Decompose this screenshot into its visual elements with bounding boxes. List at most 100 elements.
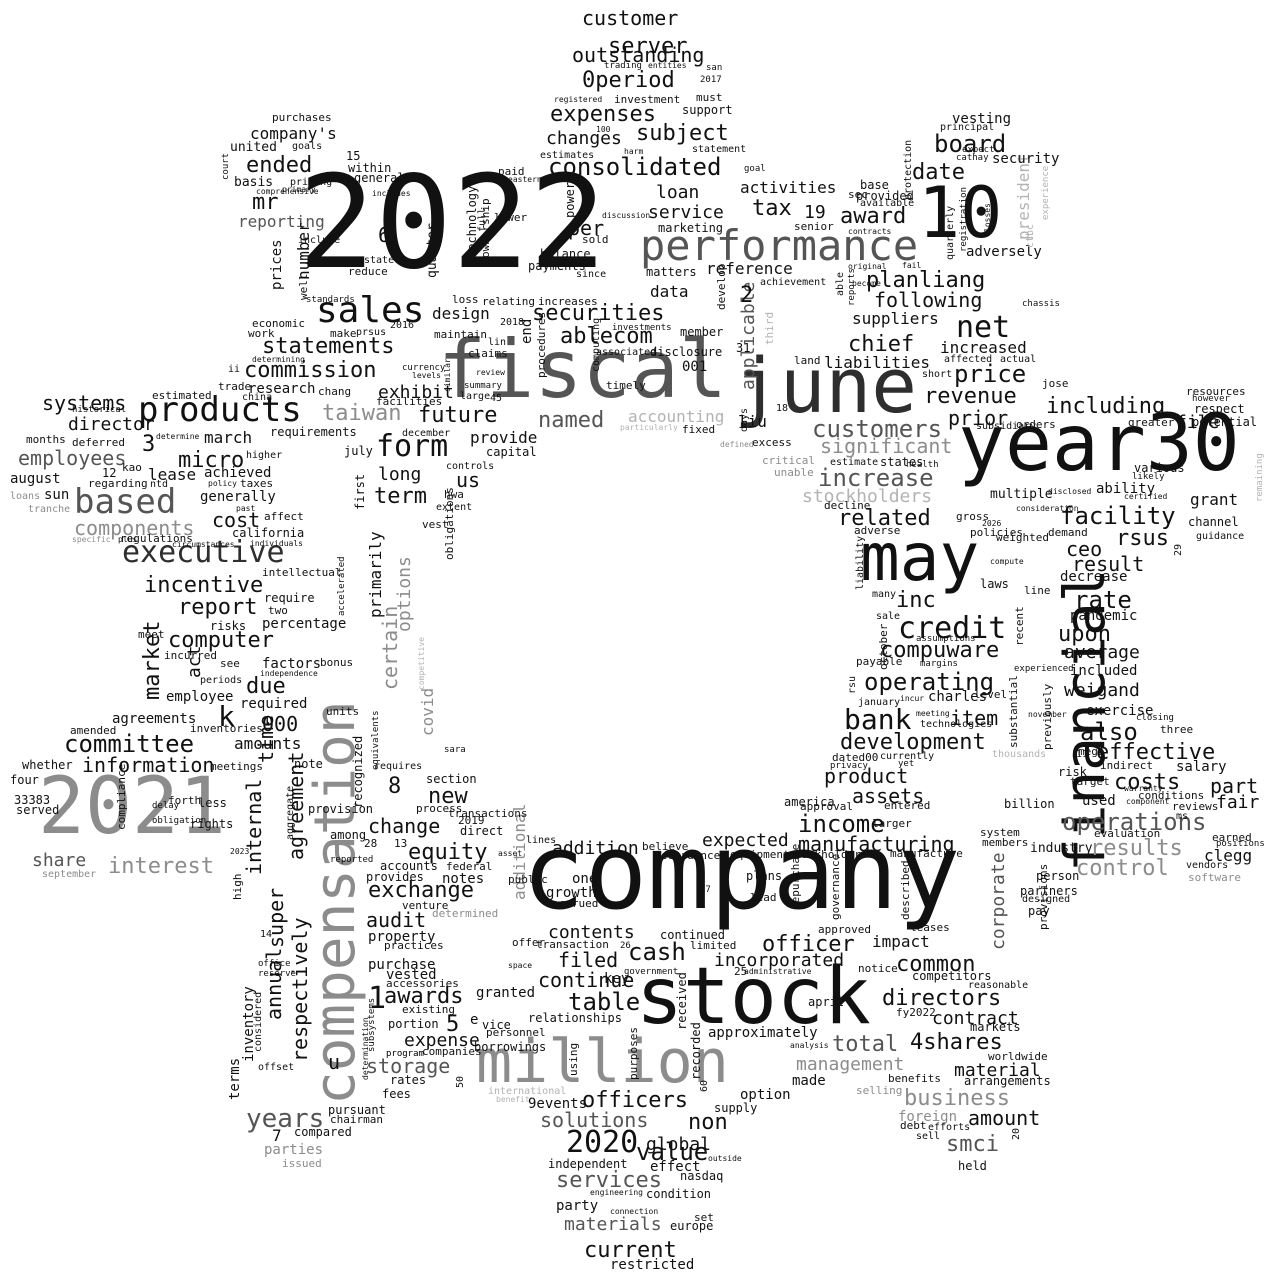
word-asset: asset — [498, 849, 523, 858]
word-stock: stock — [636, 952, 871, 1042]
word-per: per — [568, 216, 605, 240]
word-made: made — [792, 1073, 826, 1089]
word-credit: credit — [898, 611, 1007, 646]
word-person: person — [1036, 869, 1080, 883]
word-certified: certified — [1124, 492, 1168, 501]
word-net: net — [956, 310, 1011, 345]
word-sun: sun — [44, 487, 70, 503]
word-consideration: consideration — [1016, 504, 1079, 513]
word-base: base — [860, 178, 889, 192]
word-service: service — [648, 202, 724, 223]
word-19: 19 — [804, 202, 826, 223]
word-15: 15 — [346, 149, 361, 163]
word-planliang: planliang — [866, 268, 986, 293]
word-potential: potential — [1192, 415, 1258, 429]
word-currency: currency — [402, 363, 446, 373]
word-system: system — [980, 826, 1020, 839]
word-past: past — [236, 504, 256, 513]
word-2017: 2017 — [700, 75, 722, 85]
word-marketing: marketing — [658, 221, 724, 235]
word-power: power — [563, 181, 577, 218]
word-program: program — [386, 1049, 424, 1059]
word-foreign: foreign — [898, 1109, 958, 1125]
word-development: development — [840, 730, 986, 755]
word-meetings: meetings — [210, 760, 263, 773]
word-fy2022: fy2022 — [896, 1006, 936, 1019]
word-officer: officer — [762, 932, 855, 957]
word-granted: granted — [476, 985, 536, 1001]
word-60: 60 — [699, 1079, 710, 1092]
word-accessories: accessories — [386, 977, 459, 990]
word-facilities: facilities — [376, 395, 443, 408]
word-meet: meet — [138, 628, 165, 641]
word-taiwan: taiwan — [322, 401, 402, 426]
word-thousands: thousands — [992, 749, 1047, 760]
word-significant: significant — [820, 434, 953, 458]
word-independent: independent — [548, 1157, 628, 1171]
word-company: company — [522, 811, 961, 933]
word-economic: economic — [252, 317, 305, 330]
word-committee: committee — [64, 730, 195, 758]
word-registration: registration — [959, 186, 969, 252]
word-vested: vested — [386, 967, 437, 983]
word-currently: currently — [880, 751, 935, 762]
word-unable: unable — [774, 466, 814, 479]
word-general: general — [354, 171, 405, 185]
word-incurred: incurred — [164, 649, 217, 662]
word-weighted: weighted — [996, 531, 1049, 544]
word-purposes: purposes — [627, 1027, 640, 1080]
word-changes: changes — [546, 128, 622, 149]
word-20: 20 — [1011, 1127, 1022, 1140]
word-suppliers: suppliers — [852, 309, 939, 328]
word-revenue: revenue — [924, 384, 1017, 409]
word-value: value — [636, 1138, 709, 1166]
word-higher: higher — [246, 450, 283, 461]
word-form: form — [376, 429, 449, 464]
word-remaining: remaining — [1255, 453, 1265, 502]
word-loans: loans — [10, 491, 41, 502]
word-incur: incur — [900, 694, 925, 703]
word-approval: approval — [800, 800, 853, 813]
word-notes: notes — [442, 871, 485, 887]
word-2: 2 — [740, 283, 754, 308]
word-billion: billion — [1004, 797, 1055, 811]
word-amended: amended — [70, 724, 117, 737]
word-public: public — [508, 873, 548, 886]
word-contents: contents — [548, 922, 635, 943]
word-nasdaq: nasdaq — [680, 1169, 724, 1183]
word-interest: interest — [108, 854, 214, 879]
word-analysis: analysis — [790, 1041, 829, 1050]
word-program: program — [386, 1049, 424, 1059]
word-procedures: procedures — [535, 311, 548, 378]
word-e: e — [470, 1012, 479, 1028]
word-systems: systems — [42, 391, 127, 415]
word-future: future — [418, 403, 498, 428]
word-see: see — [220, 657, 240, 670]
word-compared: compared — [294, 1125, 352, 1139]
word-march: march — [204, 428, 253, 447]
word-connection: connection — [610, 1207, 659, 1216]
word-obligations: obligations — [443, 487, 456, 560]
word-2022: 2022 — [298, 149, 607, 298]
word-number: number — [294, 222, 313, 280]
word-10: 10 — [918, 172, 1003, 254]
word-competitive: competitive — [417, 637, 426, 690]
word-award: award — [840, 204, 907, 229]
word-used: used — [1082, 793, 1116, 809]
word-yet: yet — [898, 759, 915, 769]
word-sale: sale — [876, 611, 901, 622]
word-corporate: corporate — [988, 852, 1009, 950]
word-relating: relating — [482, 295, 535, 308]
word-within: within — [348, 161, 392, 175]
word-current: current — [584, 1238, 677, 1263]
word-fail: fail — [902, 261, 922, 270]
word-estimated: estimated — [152, 389, 212, 402]
word-executive: executive — [122, 535, 285, 570]
word-incentive: incentive — [144, 573, 264, 598]
word-land: land — [794, 354, 821, 367]
word-inc: inc — [896, 588, 936, 613]
word-computing: computing — [591, 317, 602, 372]
word-exhibit: exhibit — [378, 382, 454, 403]
word-restricted: restricted — [610, 1257, 695, 1273]
